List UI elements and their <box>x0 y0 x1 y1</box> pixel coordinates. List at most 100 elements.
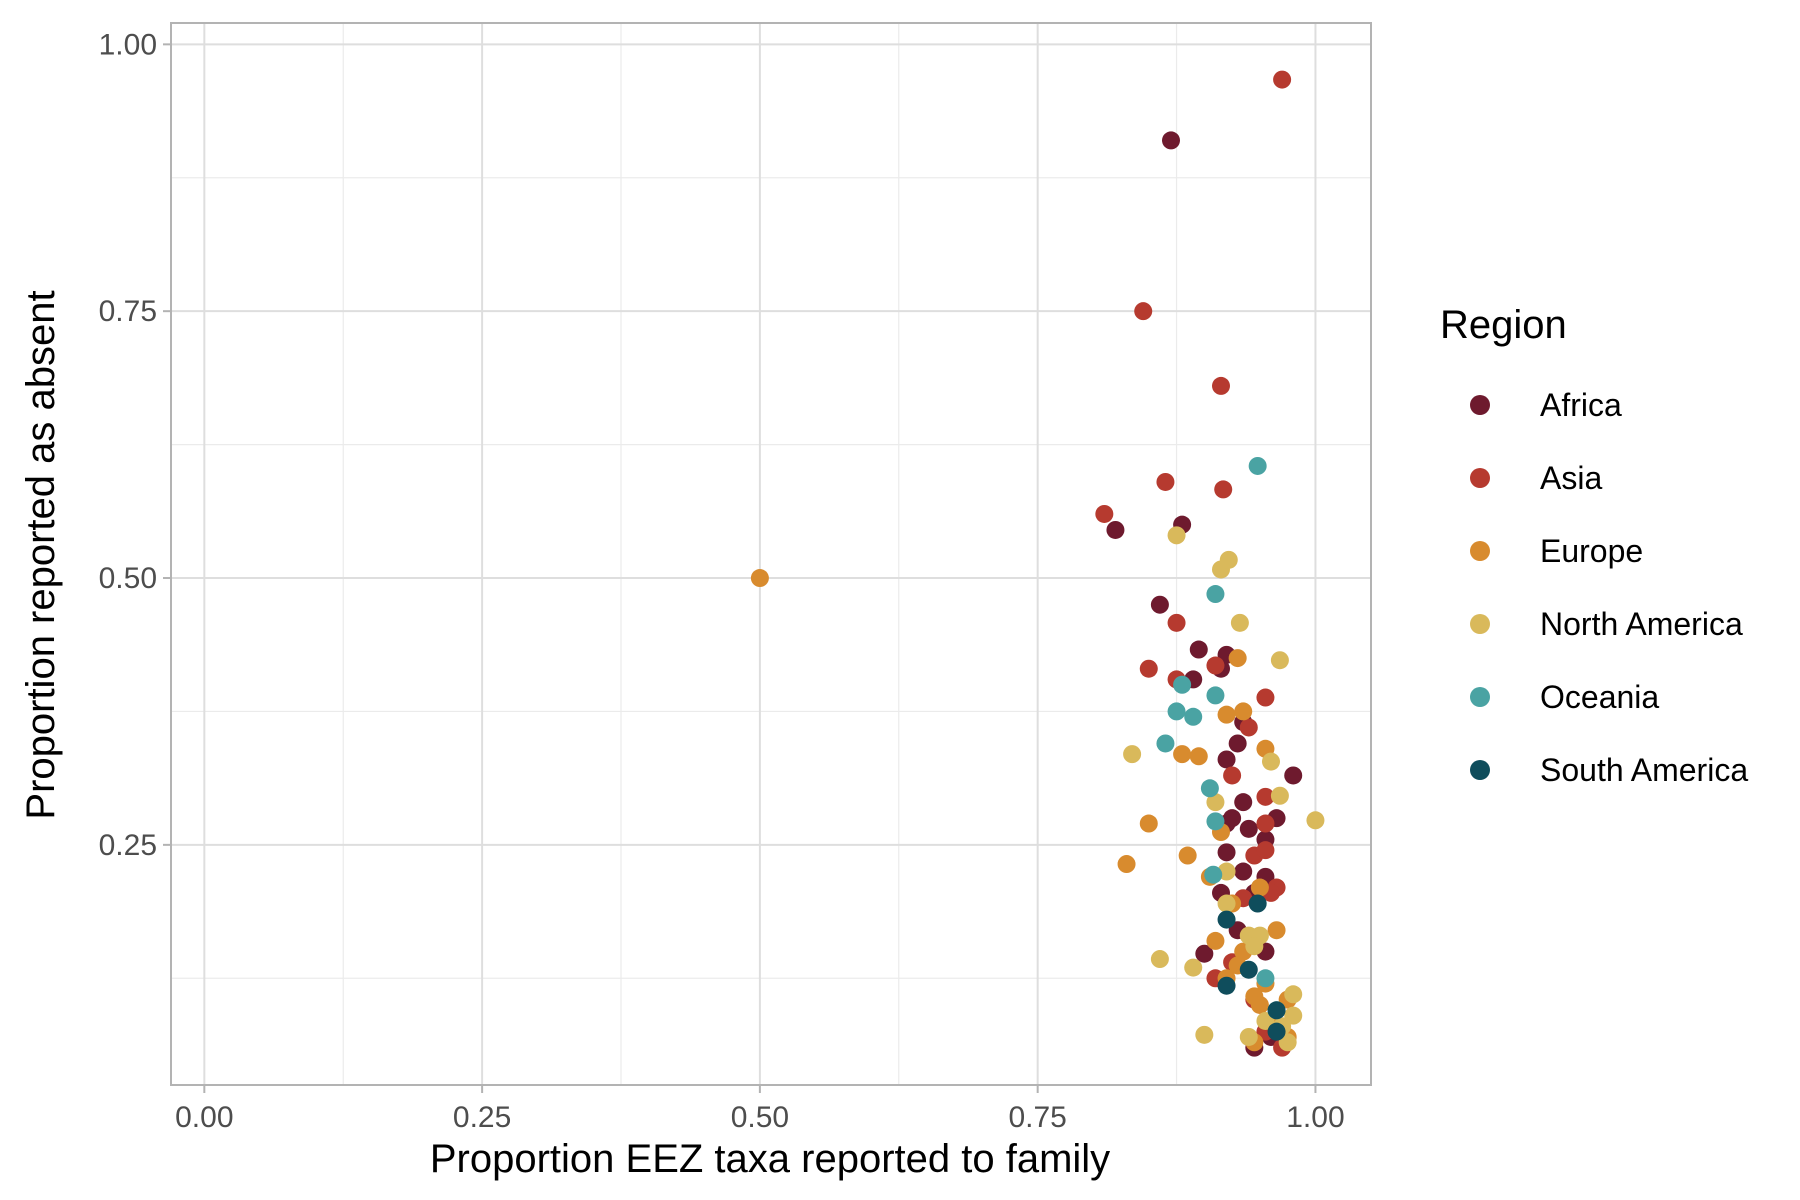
legend-key-north-america <box>1470 614 1490 634</box>
data-point <box>1230 613 1249 632</box>
data-point <box>1256 688 1275 707</box>
data-point <box>1306 811 1325 830</box>
data-point <box>1234 793 1253 812</box>
data-point <box>1167 526 1186 545</box>
legend-title: Region <box>1440 303 1567 347</box>
data-point <box>1223 766 1242 785</box>
data-point <box>1217 843 1236 862</box>
data-point <box>1200 779 1219 798</box>
data-point <box>1256 969 1275 988</box>
data-point <box>1173 745 1192 764</box>
series-oceania <box>1156 456 1286 1020</box>
data-point <box>1267 1001 1286 1020</box>
data-point <box>1217 750 1236 769</box>
data-point <box>1206 656 1225 675</box>
series-north-america <box>1123 526 1325 1052</box>
legend-key-europe <box>1470 541 1490 561</box>
data-point <box>1267 921 1286 940</box>
data-point <box>1228 649 1247 668</box>
data-point <box>1250 995 1269 1014</box>
legend-label: Africa <box>1540 387 1622 423</box>
x-tick-label: 0.00 <box>175 1101 233 1134</box>
data-point <box>1234 702 1253 721</box>
data-point <box>1156 734 1175 753</box>
data-point <box>1206 686 1225 705</box>
data-point <box>1095 504 1114 523</box>
legend-key-oceania <box>1470 687 1490 707</box>
data-point <box>1150 950 1169 969</box>
data-point <box>1284 766 1303 785</box>
data-point <box>1117 855 1136 874</box>
data-point <box>1245 937 1264 956</box>
data-point <box>1189 747 1208 766</box>
y-axis-title: Proportion reported as absent <box>19 290 63 819</box>
panel-background <box>171 23 1371 1085</box>
data-point <box>1162 131 1180 150</box>
y-tick-label: 0.50 <box>99 562 157 595</box>
legend-key-south-america <box>1470 760 1490 780</box>
panel-border <box>170 22 1372 1086</box>
data-point <box>1256 787 1275 806</box>
y-tick-label: 0.75 <box>99 295 157 328</box>
data-point <box>1217 894 1236 913</box>
data-point <box>1284 985 1303 1004</box>
legend-label: North America <box>1540 606 1743 642</box>
data-point <box>1250 878 1269 897</box>
legend-label: Europe <box>1540 533 1643 569</box>
data-point <box>1167 613 1186 632</box>
data-point <box>1217 910 1236 929</box>
data-point <box>1239 960 1258 979</box>
y-tick-label: 0.25 <box>99 829 157 862</box>
x-tick-label: 0.25 <box>453 1101 511 1134</box>
data-point <box>1284 1006 1303 1025</box>
data-point <box>1195 944 1214 963</box>
legend: Region Africa Asia Europe North America Ocea… <box>1440 303 1748 788</box>
x-tick-label: 0.50 <box>731 1101 789 1134</box>
data-point <box>1214 480 1233 499</box>
axes: 0.00 0.25 0.50 0.75 1.00 0.25 0.50 0.75 1.00 <box>99 22 1372 1134</box>
data-point <box>1195 1025 1214 1044</box>
data-point <box>1239 718 1258 737</box>
legend-label: Asia <box>1540 460 1602 496</box>
data-point <box>1167 702 1186 721</box>
data-point <box>1278 1033 1297 1052</box>
data-point <box>1204 865 1223 884</box>
data-point <box>750 569 769 588</box>
data-points <box>750 70 1325 1057</box>
data-point <box>1206 793 1225 812</box>
x-axis-title: Proportion EEZ taxa reported to family <box>430 1137 1110 1181</box>
data-point <box>1139 659 1158 678</box>
data-point <box>1184 958 1203 977</box>
data-point <box>1206 585 1225 604</box>
legend-label: South America <box>1540 752 1748 788</box>
data-point <box>1106 520 1125 539</box>
data-point <box>1273 70 1292 89</box>
data-point <box>1234 862 1253 881</box>
legend-label: Oceania <box>1540 679 1659 715</box>
legend-key-africa <box>1470 395 1490 415</box>
data-point <box>1270 786 1289 805</box>
data-point <box>1123 745 1142 764</box>
data-point <box>1189 640 1208 659</box>
data-point <box>1270 651 1289 670</box>
data-point <box>1150 595 1169 614</box>
series-south-america <box>1217 894 1286 1041</box>
data-point <box>1239 819 1258 838</box>
x-tick-label: 0.75 <box>1008 1101 1066 1134</box>
data-point <box>1262 752 1280 771</box>
data-point <box>1217 976 1236 995</box>
plot-panel <box>171 23 1371 1085</box>
data-point <box>1248 456 1267 475</box>
data-point <box>1184 707 1203 726</box>
data-point <box>1256 1011 1275 1030</box>
data-point <box>1212 376 1230 395</box>
data-point <box>1178 846 1197 865</box>
data-point <box>1217 705 1236 724</box>
data-point <box>1256 841 1275 860</box>
data-point <box>1267 1022 1286 1041</box>
data-point <box>1219 550 1238 569</box>
x-tick-label: 1.00 <box>1286 1101 1344 1134</box>
data-point <box>1256 814 1275 833</box>
